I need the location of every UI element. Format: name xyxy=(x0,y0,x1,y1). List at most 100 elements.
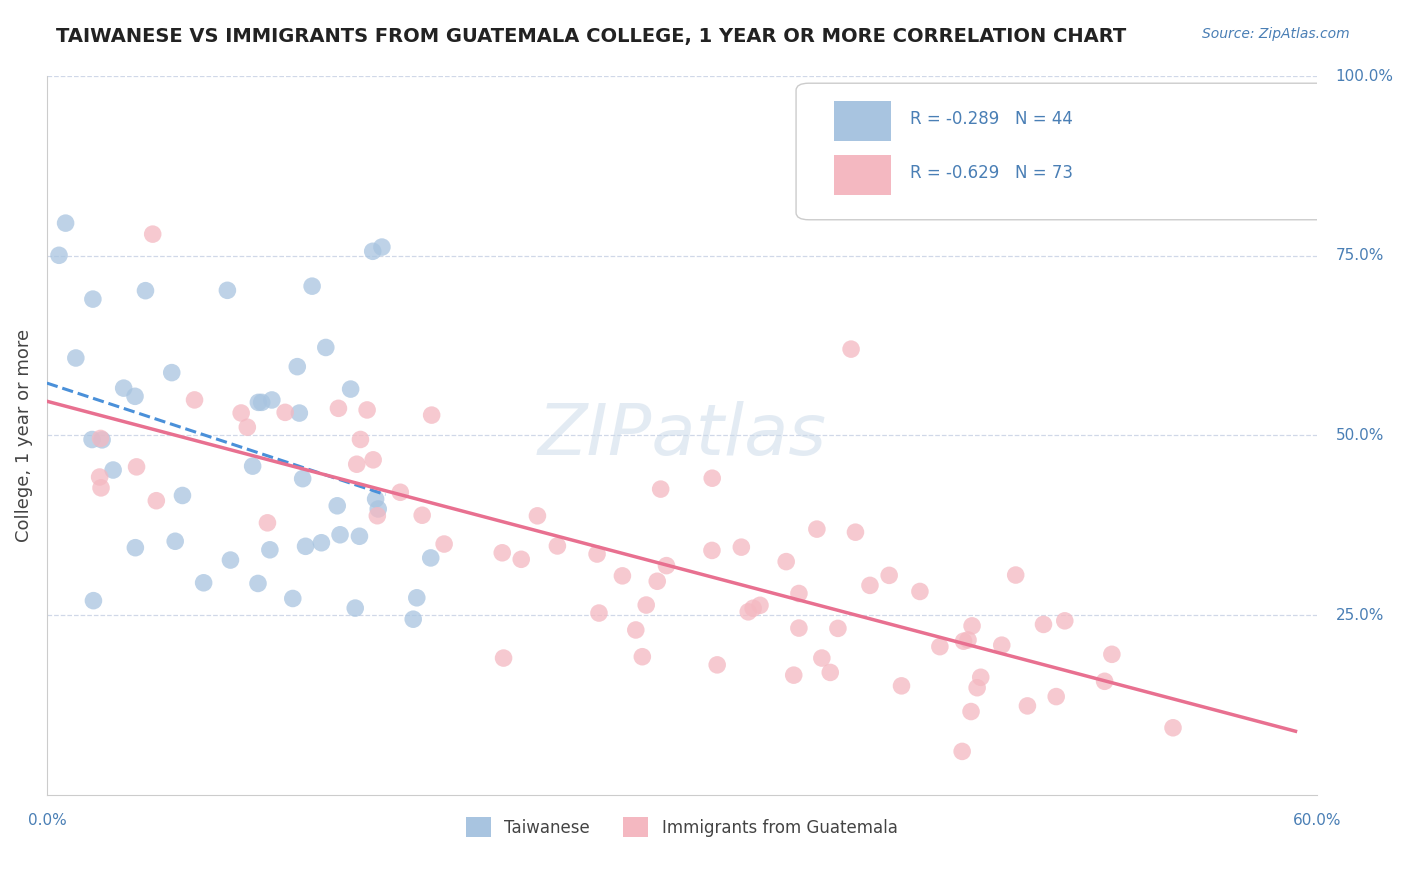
Point xyxy=(294,539,316,553)
Text: TAIWANESE VS IMMIGRANTS FROM GUATEMALA COLLEGE, 1 YEAR OR MORE CORRELATION CHART: TAIWANESE VS IMMIGRANTS FROM GUATEMALA C… xyxy=(56,27,1126,45)
Point xyxy=(183,392,205,407)
Point xyxy=(492,651,515,665)
Point xyxy=(405,591,427,605)
Point xyxy=(588,606,610,620)
Point xyxy=(371,240,394,254)
Point xyxy=(288,406,311,420)
Point xyxy=(329,528,352,542)
Point xyxy=(145,493,167,508)
Point xyxy=(952,634,974,648)
Text: 75.0%: 75.0% xyxy=(1336,248,1384,263)
Point xyxy=(346,457,368,471)
Point xyxy=(783,668,806,682)
Point xyxy=(339,382,361,396)
Point xyxy=(1045,690,1067,704)
Point xyxy=(737,605,759,619)
Point xyxy=(231,406,253,420)
Point xyxy=(274,405,297,419)
Point xyxy=(285,359,308,374)
Point xyxy=(655,558,678,573)
Point xyxy=(966,681,988,695)
Point xyxy=(142,227,165,241)
Point xyxy=(631,649,654,664)
Point xyxy=(247,395,270,409)
Point xyxy=(775,555,797,569)
Point xyxy=(82,292,104,306)
Point xyxy=(645,574,668,589)
Point xyxy=(1017,698,1039,713)
Point xyxy=(124,389,146,403)
Point xyxy=(411,508,433,523)
Legend: Taiwanese, Immigrants from Guatemala: Taiwanese, Immigrants from Guatemala xyxy=(460,810,904,844)
Point xyxy=(402,612,425,626)
Point xyxy=(101,463,124,477)
Text: ZIPatlas: ZIPatlas xyxy=(537,401,827,470)
Bar xyxy=(834,155,891,194)
Point xyxy=(242,459,264,474)
Point xyxy=(89,470,111,484)
Point xyxy=(291,472,314,486)
Point xyxy=(1004,568,1026,582)
Bar xyxy=(834,101,891,141)
Point xyxy=(125,459,148,474)
Point xyxy=(301,279,323,293)
Point xyxy=(650,482,672,496)
Point xyxy=(970,670,993,684)
Point xyxy=(82,593,104,607)
Point xyxy=(311,535,333,549)
Point xyxy=(219,553,242,567)
Point xyxy=(328,401,350,416)
Text: Source: ZipAtlas.com: Source: ZipAtlas.com xyxy=(1202,27,1350,41)
Point xyxy=(349,433,371,447)
Point xyxy=(700,543,723,558)
Point xyxy=(1101,648,1123,662)
Point xyxy=(624,623,647,637)
Point xyxy=(281,591,304,606)
Point xyxy=(820,665,842,680)
Point xyxy=(433,537,456,551)
Y-axis label: College, 1 year or more: College, 1 year or more xyxy=(15,329,32,542)
Text: 60.0%: 60.0% xyxy=(1292,813,1341,828)
Point xyxy=(344,601,367,615)
Point xyxy=(361,453,384,467)
Point xyxy=(890,679,912,693)
Point xyxy=(389,485,412,500)
Point xyxy=(366,508,388,523)
Point xyxy=(827,621,849,635)
Point xyxy=(742,601,765,615)
Text: 25.0%: 25.0% xyxy=(1336,607,1384,623)
Point xyxy=(787,621,810,635)
Point xyxy=(367,502,389,516)
Point xyxy=(526,508,548,523)
Point xyxy=(546,539,568,553)
Point xyxy=(612,569,634,583)
Point xyxy=(315,341,337,355)
Point xyxy=(172,488,194,502)
Text: R = -0.629   N = 73: R = -0.629 N = 73 xyxy=(910,164,1073,182)
Point xyxy=(859,578,882,592)
Point xyxy=(256,516,278,530)
Point xyxy=(419,550,441,565)
Point xyxy=(80,433,103,447)
Point xyxy=(787,586,810,600)
Point xyxy=(510,552,533,566)
Point xyxy=(246,576,269,591)
Point xyxy=(1094,674,1116,689)
Point xyxy=(112,381,135,395)
FancyBboxPatch shape xyxy=(796,83,1329,219)
Point xyxy=(1032,617,1054,632)
Point xyxy=(990,638,1012,652)
Point xyxy=(749,599,772,613)
Point xyxy=(356,403,378,417)
Point xyxy=(48,248,70,262)
Point xyxy=(361,244,384,259)
Point xyxy=(134,284,156,298)
Point xyxy=(908,584,931,599)
Point xyxy=(956,632,979,647)
Point xyxy=(928,640,950,654)
Point xyxy=(90,481,112,495)
Point xyxy=(124,541,146,555)
Point xyxy=(90,431,112,445)
Point xyxy=(55,216,77,230)
Point xyxy=(420,408,443,422)
